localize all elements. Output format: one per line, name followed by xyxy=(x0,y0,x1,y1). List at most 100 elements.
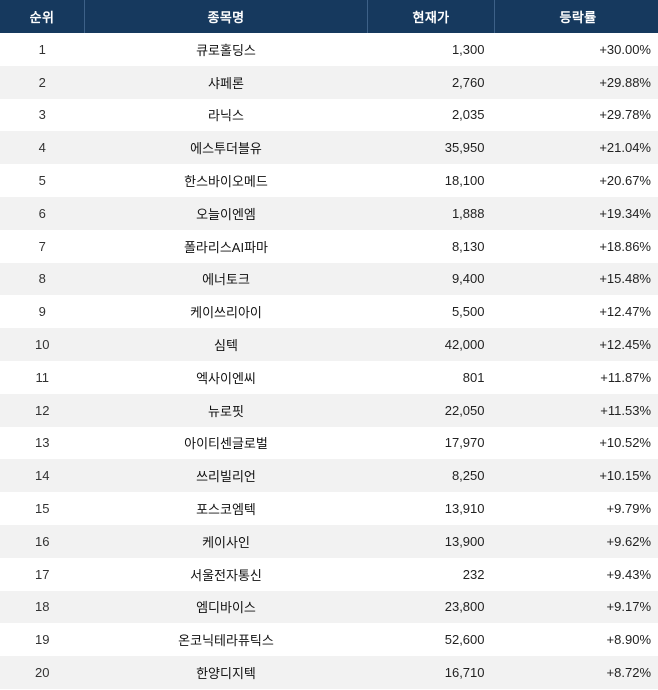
cell-current-price: 5,500 xyxy=(451,304,485,320)
table-row[interactable]: 20 한양디지텍 16,710 +8.72% xyxy=(0,656,658,689)
table-row[interactable]: 9 케이쓰리아이 5,500 +12.47% xyxy=(0,295,658,329)
cell-rank: 6 xyxy=(38,205,46,221)
cell-stock-name[interactable]: 한스바이오메드 xyxy=(184,174,268,190)
cell-current-price: 42,000 xyxy=(444,337,485,353)
table-row[interactable]: 1 큐로홀딩스 1,300 +30.00% xyxy=(0,33,658,66)
cell-current-price: 17,970 xyxy=(444,435,485,451)
column-header-rank[interactable]: 순위 xyxy=(0,0,85,33)
cell-change-rate: +9.43% xyxy=(606,566,651,582)
cell-stock-name[interactable]: 라닉스 xyxy=(208,108,244,124)
cell-rank: 14 xyxy=(35,468,50,484)
cell-change-rate: +21.04% xyxy=(599,140,651,156)
cell-stock-name[interactable]: 쓰리빌리언 xyxy=(196,469,256,485)
cell-change-rate: +9.17% xyxy=(606,599,651,615)
cell-stock-name[interactable]: 케이쓰리아이 xyxy=(190,305,262,321)
cell-stock-name[interactable]: 서울전자통신 xyxy=(190,567,262,583)
cell-stock-name[interactable]: 아이티센글로벌 xyxy=(184,436,268,452)
cell-rank: 9 xyxy=(38,304,46,320)
cell-rank: 10 xyxy=(35,337,50,353)
table-row[interactable]: 6 오늘이엔엠 1,888 +19.34% xyxy=(0,196,658,230)
table-row[interactable]: 16 케이사인 13,900 +9.62% xyxy=(0,524,658,558)
cell-current-price: 13,910 xyxy=(444,501,485,517)
cell-current-price: 2,760 xyxy=(451,74,485,90)
column-header-name[interactable]: 종목명 xyxy=(84,0,368,33)
cell-stock-name[interactable]: 에너토크 xyxy=(202,272,250,288)
cell-change-rate: +9.62% xyxy=(606,533,651,549)
cell-current-price: 23,800 xyxy=(444,599,485,615)
table-row[interactable]: 18 엠디바이스 23,800 +9.17% xyxy=(0,590,658,624)
cell-stock-name[interactable]: 폴라리스AI파마 xyxy=(183,239,269,255)
cell-change-rate: +29.88% xyxy=(599,74,651,90)
cell-rank: 18 xyxy=(35,599,50,615)
cell-change-rate: +9.79% xyxy=(606,501,651,517)
table-row[interactable]: 11 엑사이엔씨 801 +11.87% xyxy=(0,360,658,394)
table-row[interactable]: 10 심텍 42,000 +12.45% xyxy=(0,328,658,361)
cell-stock-name[interactable]: 한양디지텍 xyxy=(196,666,256,682)
cell-change-rate: +19.34% xyxy=(599,205,651,221)
cell-change-rate: +30.00% xyxy=(599,41,651,57)
cell-change-rate: +8.90% xyxy=(606,632,651,648)
table-row[interactable]: 7 폴라리스AI파마 8,130 +18.86% xyxy=(0,229,658,263)
cell-stock-name[interactable]: 심텍 xyxy=(214,338,238,354)
table-row[interactable]: 2 샤페론 2,760 +29.88% xyxy=(0,65,658,99)
cell-rank: 13 xyxy=(35,435,50,451)
cell-rank: 17 xyxy=(35,566,50,582)
cell-stock-name[interactable]: 엑사이엔씨 xyxy=(196,370,256,386)
cell-stock-name[interactable]: 오늘이엔엠 xyxy=(196,206,256,222)
table-row[interactable]: 19 온코닉테라퓨틱스 52,600 +8.90% xyxy=(0,623,658,657)
table-header: 순위 종목명 현재가 등락률 xyxy=(0,0,658,33)
cell-rank: 5 xyxy=(38,173,46,189)
cell-stock-name[interactable]: 포스코엠텍 xyxy=(196,502,256,518)
table-row[interactable]: 3 라닉스 2,035 +29.78% xyxy=(0,98,658,132)
table-row[interactable]: 17 서울전자통신 232 +9.43% xyxy=(0,557,658,591)
cell-stock-name[interactable]: 샤페론 xyxy=(208,75,244,91)
table-row[interactable]: 13 아이티센글로벌 17,970 +10.52% xyxy=(0,426,658,460)
column-header-price[interactable]: 현재가 xyxy=(367,0,495,33)
cell-current-price: 22,050 xyxy=(444,402,485,418)
cell-rank: 19 xyxy=(35,632,50,648)
cell-current-price: 801 xyxy=(462,369,485,385)
cell-change-rate: +15.48% xyxy=(599,271,651,287)
cell-change-rate: +11.53% xyxy=(600,402,651,418)
cell-current-price: 13,900 xyxy=(444,533,485,549)
cell-change-rate: +10.52% xyxy=(599,435,651,451)
cell-stock-name[interactable]: 에스투더블유 xyxy=(190,141,262,157)
table-row[interactable]: 15 포스코엠텍 13,910 +9.79% xyxy=(0,492,658,525)
cell-current-price: 35,950 xyxy=(444,140,485,156)
cell-current-price: 2,035 xyxy=(451,107,485,123)
table-row[interactable]: 12 뉴로핏 22,050 +11.53% xyxy=(0,393,658,427)
cell-current-price: 1,300 xyxy=(451,41,485,57)
table-row[interactable]: 5 한스바이오메드 18,100 +20.67% xyxy=(0,164,658,197)
cell-rank: 4 xyxy=(38,140,46,156)
table-row[interactable]: 14 쓰리빌리언 8,250 +10.15% xyxy=(0,459,658,493)
cell-change-rate: +20.67% xyxy=(599,173,651,189)
cell-rank: 2 xyxy=(38,74,46,90)
cell-rank: 16 xyxy=(35,533,50,549)
table-row[interactable]: 4 에스투더블유 35,950 +21.04% xyxy=(0,131,658,165)
cell-current-price: 52,600 xyxy=(444,632,485,648)
cell-change-rate: +29.78% xyxy=(599,107,651,123)
table-body: 1 큐로홀딩스 1,300 +30.00% 2 샤페론 2,760 +29.88% 3 라닉스 2,… xyxy=(0,33,658,689)
cell-change-rate: +18.86% xyxy=(599,238,651,254)
table-header-row: 순위 종목명 현재가 등락률 xyxy=(0,0,658,33)
cell-current-price: 8,130 xyxy=(451,238,485,254)
cell-rank: 3 xyxy=(38,107,46,123)
cell-rank: 15 xyxy=(35,501,50,517)
cell-current-price: 9,400 xyxy=(451,271,485,287)
cell-change-rate: +8.72% xyxy=(606,665,651,681)
cell-stock-name[interactable]: 뉴로핏 xyxy=(208,403,244,419)
column-header-rate[interactable]: 등락률 xyxy=(494,0,658,33)
cell-stock-name[interactable]: 온코닉테라퓨틱스 xyxy=(178,633,274,649)
cell-current-price: 1,888 xyxy=(451,205,485,221)
cell-rank: 12 xyxy=(35,402,50,418)
cell-rank: 11 xyxy=(35,369,50,385)
cell-stock-name[interactable]: 엠디바이스 xyxy=(196,600,256,616)
cell-rank: 1 xyxy=(38,41,46,57)
cell-current-price: 18,100 xyxy=(444,173,485,189)
cell-stock-name[interactable]: 케이사인 xyxy=(202,534,250,550)
cell-change-rate: +12.47% xyxy=(599,304,651,320)
cell-current-price: 232 xyxy=(462,566,485,582)
table-row[interactable]: 8 에너토크 9,400 +15.48% xyxy=(0,262,658,296)
cell-current-price: 8,250 xyxy=(451,468,485,484)
cell-stock-name[interactable]: 큐로홀딩스 xyxy=(196,42,256,58)
